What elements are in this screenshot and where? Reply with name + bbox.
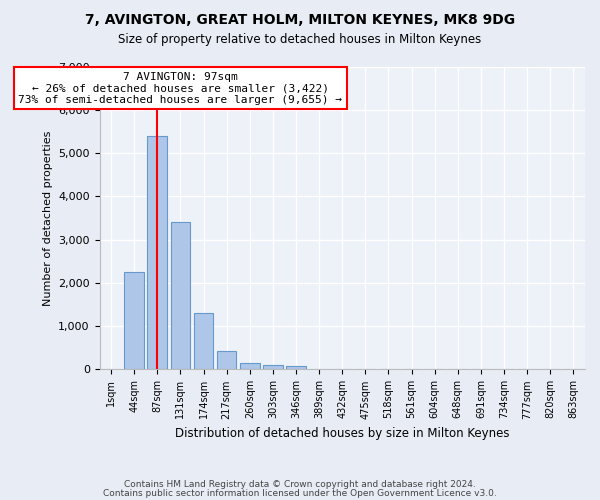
Bar <box>217 351 236 370</box>
Text: Size of property relative to detached houses in Milton Keynes: Size of property relative to detached ho… <box>118 32 482 46</box>
Y-axis label: Number of detached properties: Number of detached properties <box>43 130 53 306</box>
Bar <box>240 363 260 370</box>
X-axis label: Distribution of detached houses by size in Milton Keynes: Distribution of detached houses by size … <box>175 427 509 440</box>
Text: 7, AVINGTON, GREAT HOLM, MILTON KEYNES, MK8 9DG: 7, AVINGTON, GREAT HOLM, MILTON KEYNES, … <box>85 12 515 26</box>
Bar <box>194 313 214 370</box>
Bar <box>286 366 306 370</box>
Bar <box>124 272 144 370</box>
Bar <box>148 136 167 370</box>
Bar <box>263 365 283 370</box>
Bar <box>170 222 190 370</box>
Text: Contains public sector information licensed under the Open Government Licence v3: Contains public sector information licen… <box>103 488 497 498</box>
Text: 7 AVINGTON: 97sqm
← 26% of detached houses are smaller (3,422)
73% of semi-detac: 7 AVINGTON: 97sqm ← 26% of detached hous… <box>19 72 343 104</box>
Text: Contains HM Land Registry data © Crown copyright and database right 2024.: Contains HM Land Registry data © Crown c… <box>124 480 476 489</box>
